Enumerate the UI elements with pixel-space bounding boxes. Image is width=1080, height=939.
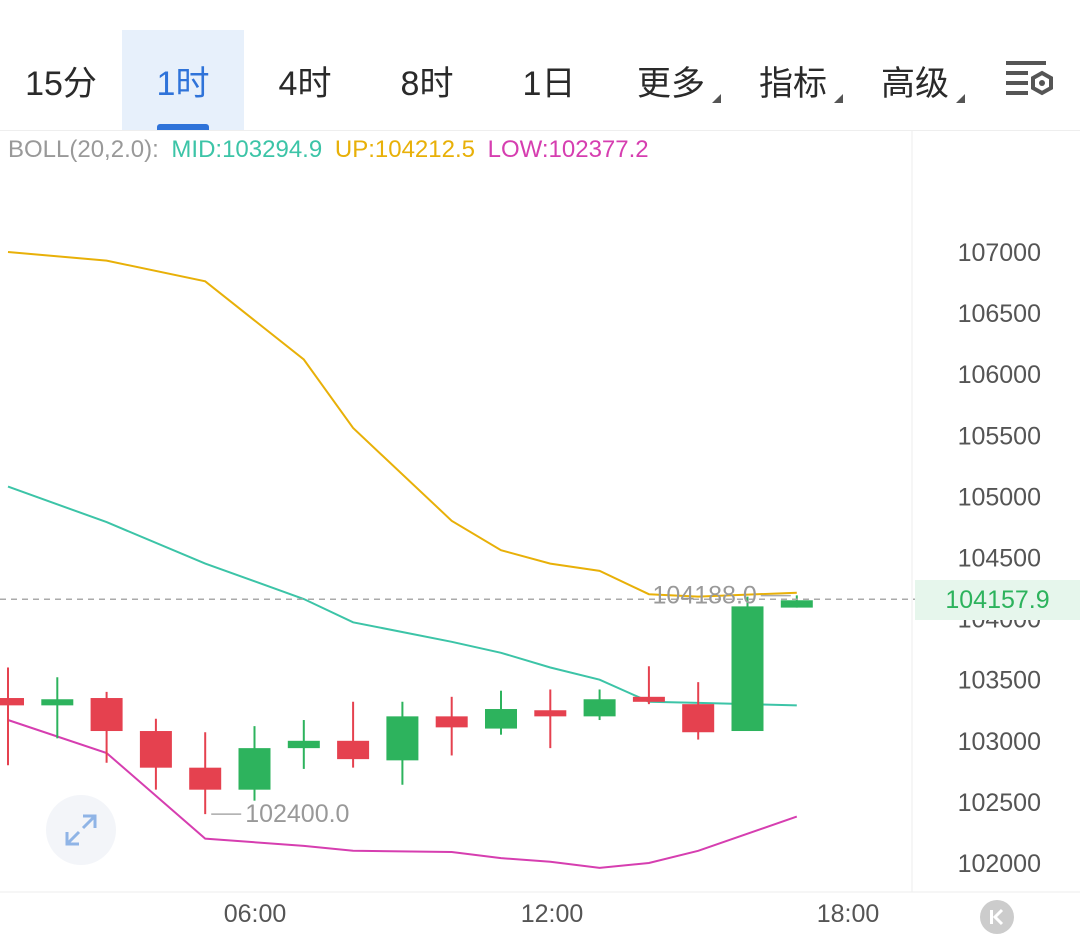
boll-mid-line [7,485,797,707]
chart-settings-icon [1006,61,1053,96]
candle-body [139,731,172,768]
tab-6[interactable]: 更多 [610,30,732,130]
y-tick-label: 104500 [958,545,1041,573]
boll-legend-name: BOLL(20,2.0): [8,136,159,163]
boll-legend-low: LOW:102377.2 [487,136,649,163]
tab-1[interactable]: 15分 [0,30,122,130]
dropdown-triangle-icon [956,93,965,103]
candle-body [386,716,419,761]
candle-body [189,767,222,790]
candle-body [632,696,665,702]
boll-legend-up: UP:104212.5 [334,136,475,163]
tab-label: 指标 [759,56,843,105]
timeframe-tabs: 15分 1时 4时 8时 1日 更多 指标 高级 [0,0,1080,130]
y-tick-label: 105000 [958,483,1041,511]
y-tick-label: 105500 [958,422,1041,450]
tab-label: 1日 [522,64,576,103]
expand-icon [65,814,97,846]
dropdown-triangle-icon [834,93,843,103]
candle-body [238,748,271,790]
y-tick-label: 103500 [958,667,1041,695]
candle-body [90,698,123,732]
candle-body [731,606,764,732]
expand-chart-button[interactable] [46,795,116,865]
scroll-to-latest-button[interactable] [980,900,1014,934]
tab-2[interactable]: 1时 [122,30,244,130]
y-tick-label: 102000 [958,850,1041,878]
tab-4[interactable]: 8时 [366,30,488,130]
boll-legend: BOLL(20,2.0): MID:103294.9 UP:104212.5 L… [8,136,655,164]
boll-upper-line [7,251,797,598]
y-tick-label: 102500 [958,789,1041,817]
candle-body [583,699,616,717]
dropdown-triangle-icon [712,93,721,103]
y-tick-label: 106000 [958,361,1041,389]
tab-5[interactable]: 1日 [488,30,610,130]
candle-body [534,710,567,717]
candle-body [485,709,517,729]
tab-label: 高级 [881,56,965,105]
tab-label: 4时 [278,64,332,103]
high-marker-label: 104188.0 [653,582,757,610]
candle-body [41,699,74,706]
y-tick-label: 106500 [958,300,1041,328]
low-marker-label: 102400.0 [245,800,349,828]
candle-body [287,740,320,749]
tab-label: 1时 [156,64,210,103]
x-tick-label: 06:00 [224,900,287,924]
candle-body [780,600,813,608]
y-tick-label: 107000 [958,239,1041,267]
boll-lower-line [7,719,798,869]
tab-label: 更多 [637,56,721,105]
candle-body [337,740,370,760]
current-price-tag: 104157.9 [915,580,1080,620]
rewind-icon [990,908,1004,926]
candle-body [682,704,715,733]
boll-legend-mid: MID:103294.9 [171,136,323,163]
candle-body [0,698,24,706]
x-tick-label: 18:00 [817,900,880,924]
tab-label: 8时 [400,64,454,103]
tab-label: 15分 [25,64,97,103]
tab-7[interactable]: 指标 [732,30,854,130]
tab-divider [0,130,1080,131]
y-tick-label: 103000 [958,728,1041,756]
candle-body [435,716,468,728]
x-tick-label: 12:00 [521,900,584,924]
tab-8[interactable]: 高级 [854,30,976,130]
chart-settings-button[interactable] [1000,55,1060,105]
tab-3[interactable]: 4时 [244,30,366,130]
active-tab-indicator [157,124,209,130]
